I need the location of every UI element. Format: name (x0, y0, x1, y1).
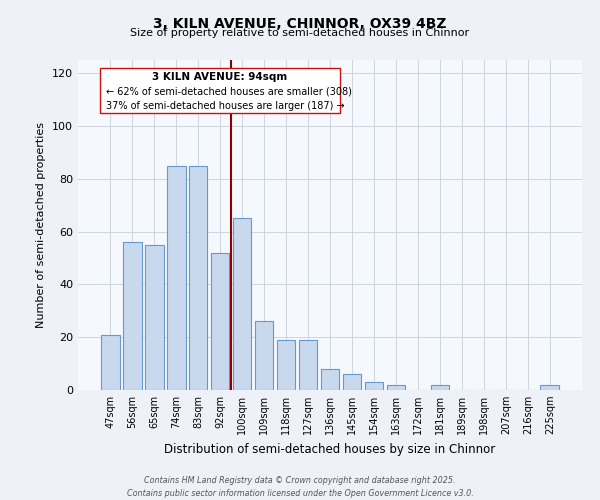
Bar (541, 384, 559, 390)
Bar (320, 369, 340, 390)
X-axis label: Distribution of semi-detached houses by size in Chinnor: Distribution of semi-detached houses by … (164, 442, 496, 456)
Text: Contains HM Land Registry data © Crown copyright and database right 2025.
Contai: Contains HM Land Registry data © Crown c… (127, 476, 473, 498)
Bar (189, 166, 208, 390)
Bar (343, 374, 361, 390)
Bar (277, 340, 295, 390)
Text: 3 KILN AVENUE: 94sqm: 3 KILN AVENUE: 94sqm (152, 72, 288, 82)
Bar (145, 245, 164, 390)
Bar (431, 384, 449, 390)
Bar (101, 334, 119, 390)
Bar (386, 384, 405, 390)
Text: Size of property relative to semi-detached houses in Chinnor: Size of property relative to semi-detach… (130, 28, 470, 38)
Bar (233, 218, 251, 390)
Y-axis label: Number of semi-detached properties: Number of semi-detached properties (37, 122, 46, 328)
Bar (299, 340, 317, 390)
Text: 37% of semi-detached houses are larger (187) →: 37% of semi-detached houses are larger (… (106, 101, 344, 111)
FancyBboxPatch shape (100, 68, 340, 113)
Bar (167, 166, 185, 390)
Bar (255, 322, 274, 390)
Text: 3, KILN AVENUE, CHINNOR, OX39 4BZ: 3, KILN AVENUE, CHINNOR, OX39 4BZ (153, 18, 447, 32)
Bar (123, 242, 142, 390)
Bar (365, 382, 383, 390)
Bar (211, 252, 229, 390)
Text: ← 62% of semi-detached houses are smaller (308): ← 62% of semi-detached houses are smalle… (106, 86, 352, 97)
